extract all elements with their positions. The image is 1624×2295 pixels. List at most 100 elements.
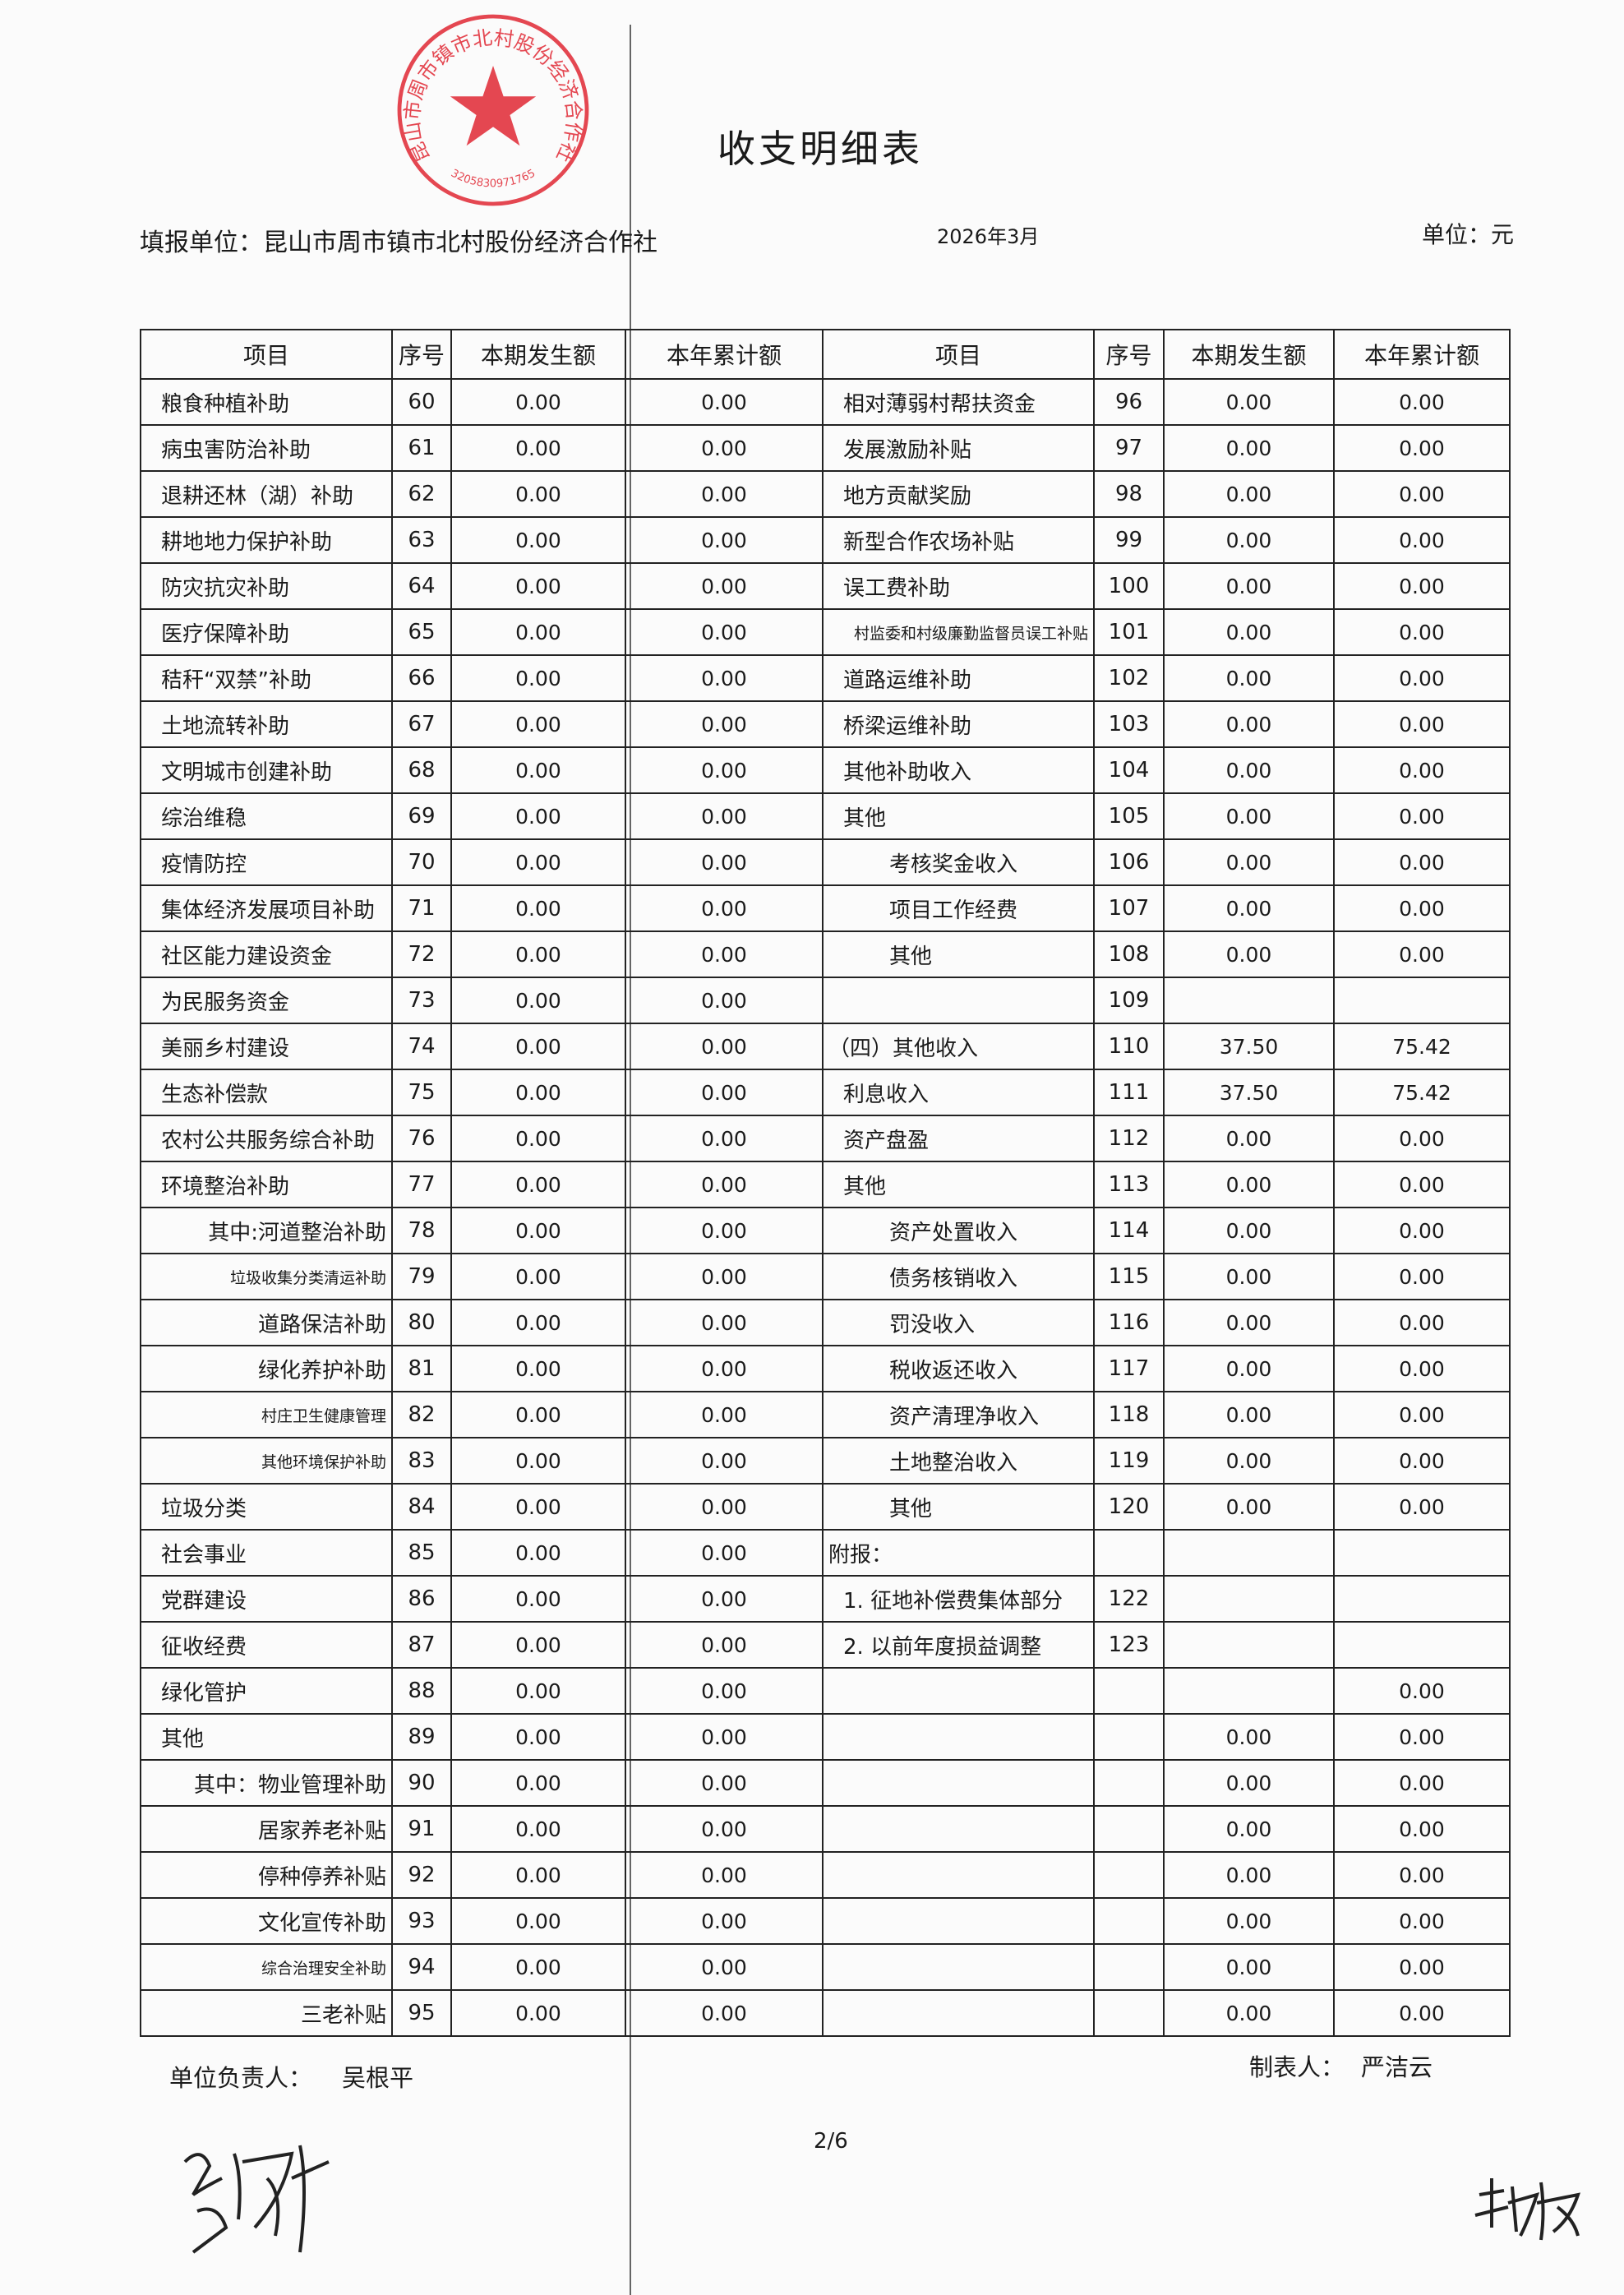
table-row: 土地流转补助 67 0.00 0.00 桥梁运维补助 103 0.00 0.00: [140, 700, 1511, 748]
right-seq: 122: [1093, 1575, 1165, 1623]
table-row: 为民服务资金 73 0.00 0.00 109: [140, 977, 1511, 1024]
right-seq: [1093, 1989, 1165, 2037]
right-seq: [1093, 1713, 1165, 1761]
table-row: 医疗保障补助 65 0.00 0.00 村监委和村级廉勤监督员误工补贴 101 0.00 0.…: [140, 608, 1511, 656]
left-current-amount: 0.00: [450, 1023, 626, 1070]
right-ytd-amount: [1333, 1575, 1511, 1623]
left-label: 停种停养补贴: [140, 1851, 393, 1899]
left-ytd-amount: 0.00: [625, 1759, 824, 1807]
reporting-unit: 填报单位：昆山市周市镇市北村股份经济合作社: [140, 222, 657, 258]
left-current-amount: 0.00: [450, 562, 626, 610]
right-ytd-amount: 0.00: [1333, 424, 1511, 472]
right-current-amount: 0.00: [1163, 562, 1335, 610]
left-label: 垃圾收集分类清运补助: [140, 1253, 393, 1300]
right-label: 资产清理净收入: [822, 1391, 1095, 1438]
left-seq: 87: [391, 1621, 452, 1669]
right-seq: 103: [1093, 700, 1165, 748]
left-ytd-amount: 0.00: [625, 1805, 824, 1853]
right-label: 新型合作农场补贴: [822, 516, 1095, 564]
table-row: 其他环境保护补助 83 0.00 0.00 土地整治收入 119 0.00 0.00: [140, 1437, 1511, 1485]
left-ytd-amount: 0.00: [625, 1851, 824, 1899]
right-label: 税收返还收入: [822, 1345, 1095, 1392]
right-label: 资产盘盈: [822, 1115, 1095, 1162]
right-ytd-amount: 0.00: [1333, 1851, 1511, 1899]
right-ytd-amount: 0.00: [1333, 1345, 1511, 1392]
table-row: 社区能力建设资金 72 0.00 0.00 其他 108 0.00 0.00: [140, 930, 1511, 978]
right-ytd-amount: 0.00: [1333, 1897, 1511, 1945]
right-seq: 97: [1093, 424, 1165, 472]
right-seq: [1093, 1805, 1165, 1853]
left-seq: 91: [391, 1805, 452, 1853]
right-label: 误工费补助: [822, 562, 1095, 610]
left-ytd-amount: 0.00: [625, 1391, 824, 1438]
preparer-label: 制表人：: [1249, 2053, 1345, 2081]
left-current-amount: 0.00: [450, 792, 626, 840]
right-label: 其他: [822, 1483, 1095, 1531]
right-label: 债务核销收入: [822, 1253, 1095, 1300]
right-current-amount: [1163, 1667, 1335, 1715]
table-row: 党群建设 86 0.00 0.00 1. 征地补偿费集体部分 122: [140, 1575, 1511, 1623]
right-label: 附报：: [822, 1529, 1095, 1577]
left-ytd-amount: 0.00: [625, 884, 824, 932]
right-seq: 96: [1093, 378, 1165, 426]
table-row: 疫情防控 70 0.00 0.00 考核奖金收入 106 0.00 0.00: [140, 838, 1511, 886]
right-current-amount: 0.00: [1163, 1483, 1335, 1531]
left-ytd-amount: 0.00: [625, 1529, 824, 1577]
right-current-amount: 37.50: [1163, 1069, 1335, 1116]
page-title: 收支明细表: [0, 119, 1624, 173]
left-seq: 80: [391, 1299, 452, 1346]
left-seq: 93: [391, 1897, 452, 1945]
left-current-amount: 0.00: [450, 1621, 626, 1669]
column-header-right-item: 项目: [822, 329, 1095, 380]
table-row: 居家养老补贴 91 0.00 0.00 0.00 0.00: [140, 1805, 1511, 1853]
left-ytd-amount: 0.00: [625, 1667, 824, 1715]
right-label: 资产处置收入: [822, 1207, 1095, 1254]
reporting-unit-label: 填报单位：: [140, 229, 263, 257]
right-current-amount: 0.00: [1163, 516, 1335, 564]
right-label: 其他: [822, 1161, 1095, 1208]
left-seq: 62: [391, 470, 452, 518]
left-seq: 83: [391, 1437, 452, 1485]
right-seq: 119: [1093, 1437, 1165, 1485]
title-text: 收支明细表: [717, 127, 923, 171]
right-current-amount: 0.00: [1163, 1713, 1335, 1761]
left-label: 耕地地力保护补助: [140, 516, 393, 564]
left-ytd-amount: 0.00: [625, 977, 824, 1024]
table-row: 粮食种植补助 60 0.00 0.00 相对薄弱村帮扶资金 96 0.00 0.00: [140, 378, 1511, 426]
column-header-left-ytd: 本年累计额: [625, 329, 824, 380]
left-current-amount: 0.00: [450, 1207, 626, 1254]
left-label: 综治维稳: [140, 792, 393, 840]
right-label: [822, 1667, 1095, 1715]
left-ytd-amount: 0.00: [625, 1299, 824, 1346]
left-current-amount: 0.00: [450, 1667, 626, 1715]
right-current-amount: 0.00: [1163, 654, 1335, 702]
right-label: 道路运维补助: [822, 654, 1095, 702]
left-ytd-amount: 0.00: [625, 792, 824, 840]
right-ytd-amount: 0.00: [1333, 1989, 1511, 2037]
left-seq: 88: [391, 1667, 452, 1715]
left-seq: 63: [391, 516, 452, 564]
left-current-amount: 0.00: [450, 608, 626, 656]
left-seq: 81: [391, 1345, 452, 1392]
right-ytd-amount: 75.42: [1333, 1023, 1511, 1070]
right-ytd-amount: 0.00: [1333, 608, 1511, 656]
left-label: 垃圾分类: [140, 1483, 393, 1531]
right-current-amount: 0.00: [1163, 1437, 1335, 1485]
left-current-amount: 0.00: [450, 1897, 626, 1945]
left-seq: 90: [391, 1759, 452, 1807]
left-label: 生态补偿款: [140, 1069, 393, 1116]
table-row: 文化宣传补助 93 0.00 0.00 0.00 0.00: [140, 1897, 1511, 1945]
right-seq: 106: [1093, 838, 1165, 886]
left-ytd-amount: 0.00: [625, 1897, 824, 1945]
table-row: 三老补贴 95 0.00 0.00 0.00 0.00: [140, 1989, 1511, 2037]
left-seq: 69: [391, 792, 452, 840]
left-current-amount: 0.00: [450, 1437, 626, 1485]
left-seq: 74: [391, 1023, 452, 1070]
left-ytd-amount: 0.00: [625, 1023, 824, 1070]
left-ytd-amount: 0.00: [625, 1161, 824, 1208]
preparer-signature: [1474, 2178, 1580, 2241]
column-header-right-ytd: 本年累计额: [1333, 329, 1511, 380]
left-current-amount: 0.00: [450, 1345, 626, 1392]
left-current-amount: 0.00: [450, 654, 626, 702]
right-ytd-amount: 0.00: [1333, 884, 1511, 932]
